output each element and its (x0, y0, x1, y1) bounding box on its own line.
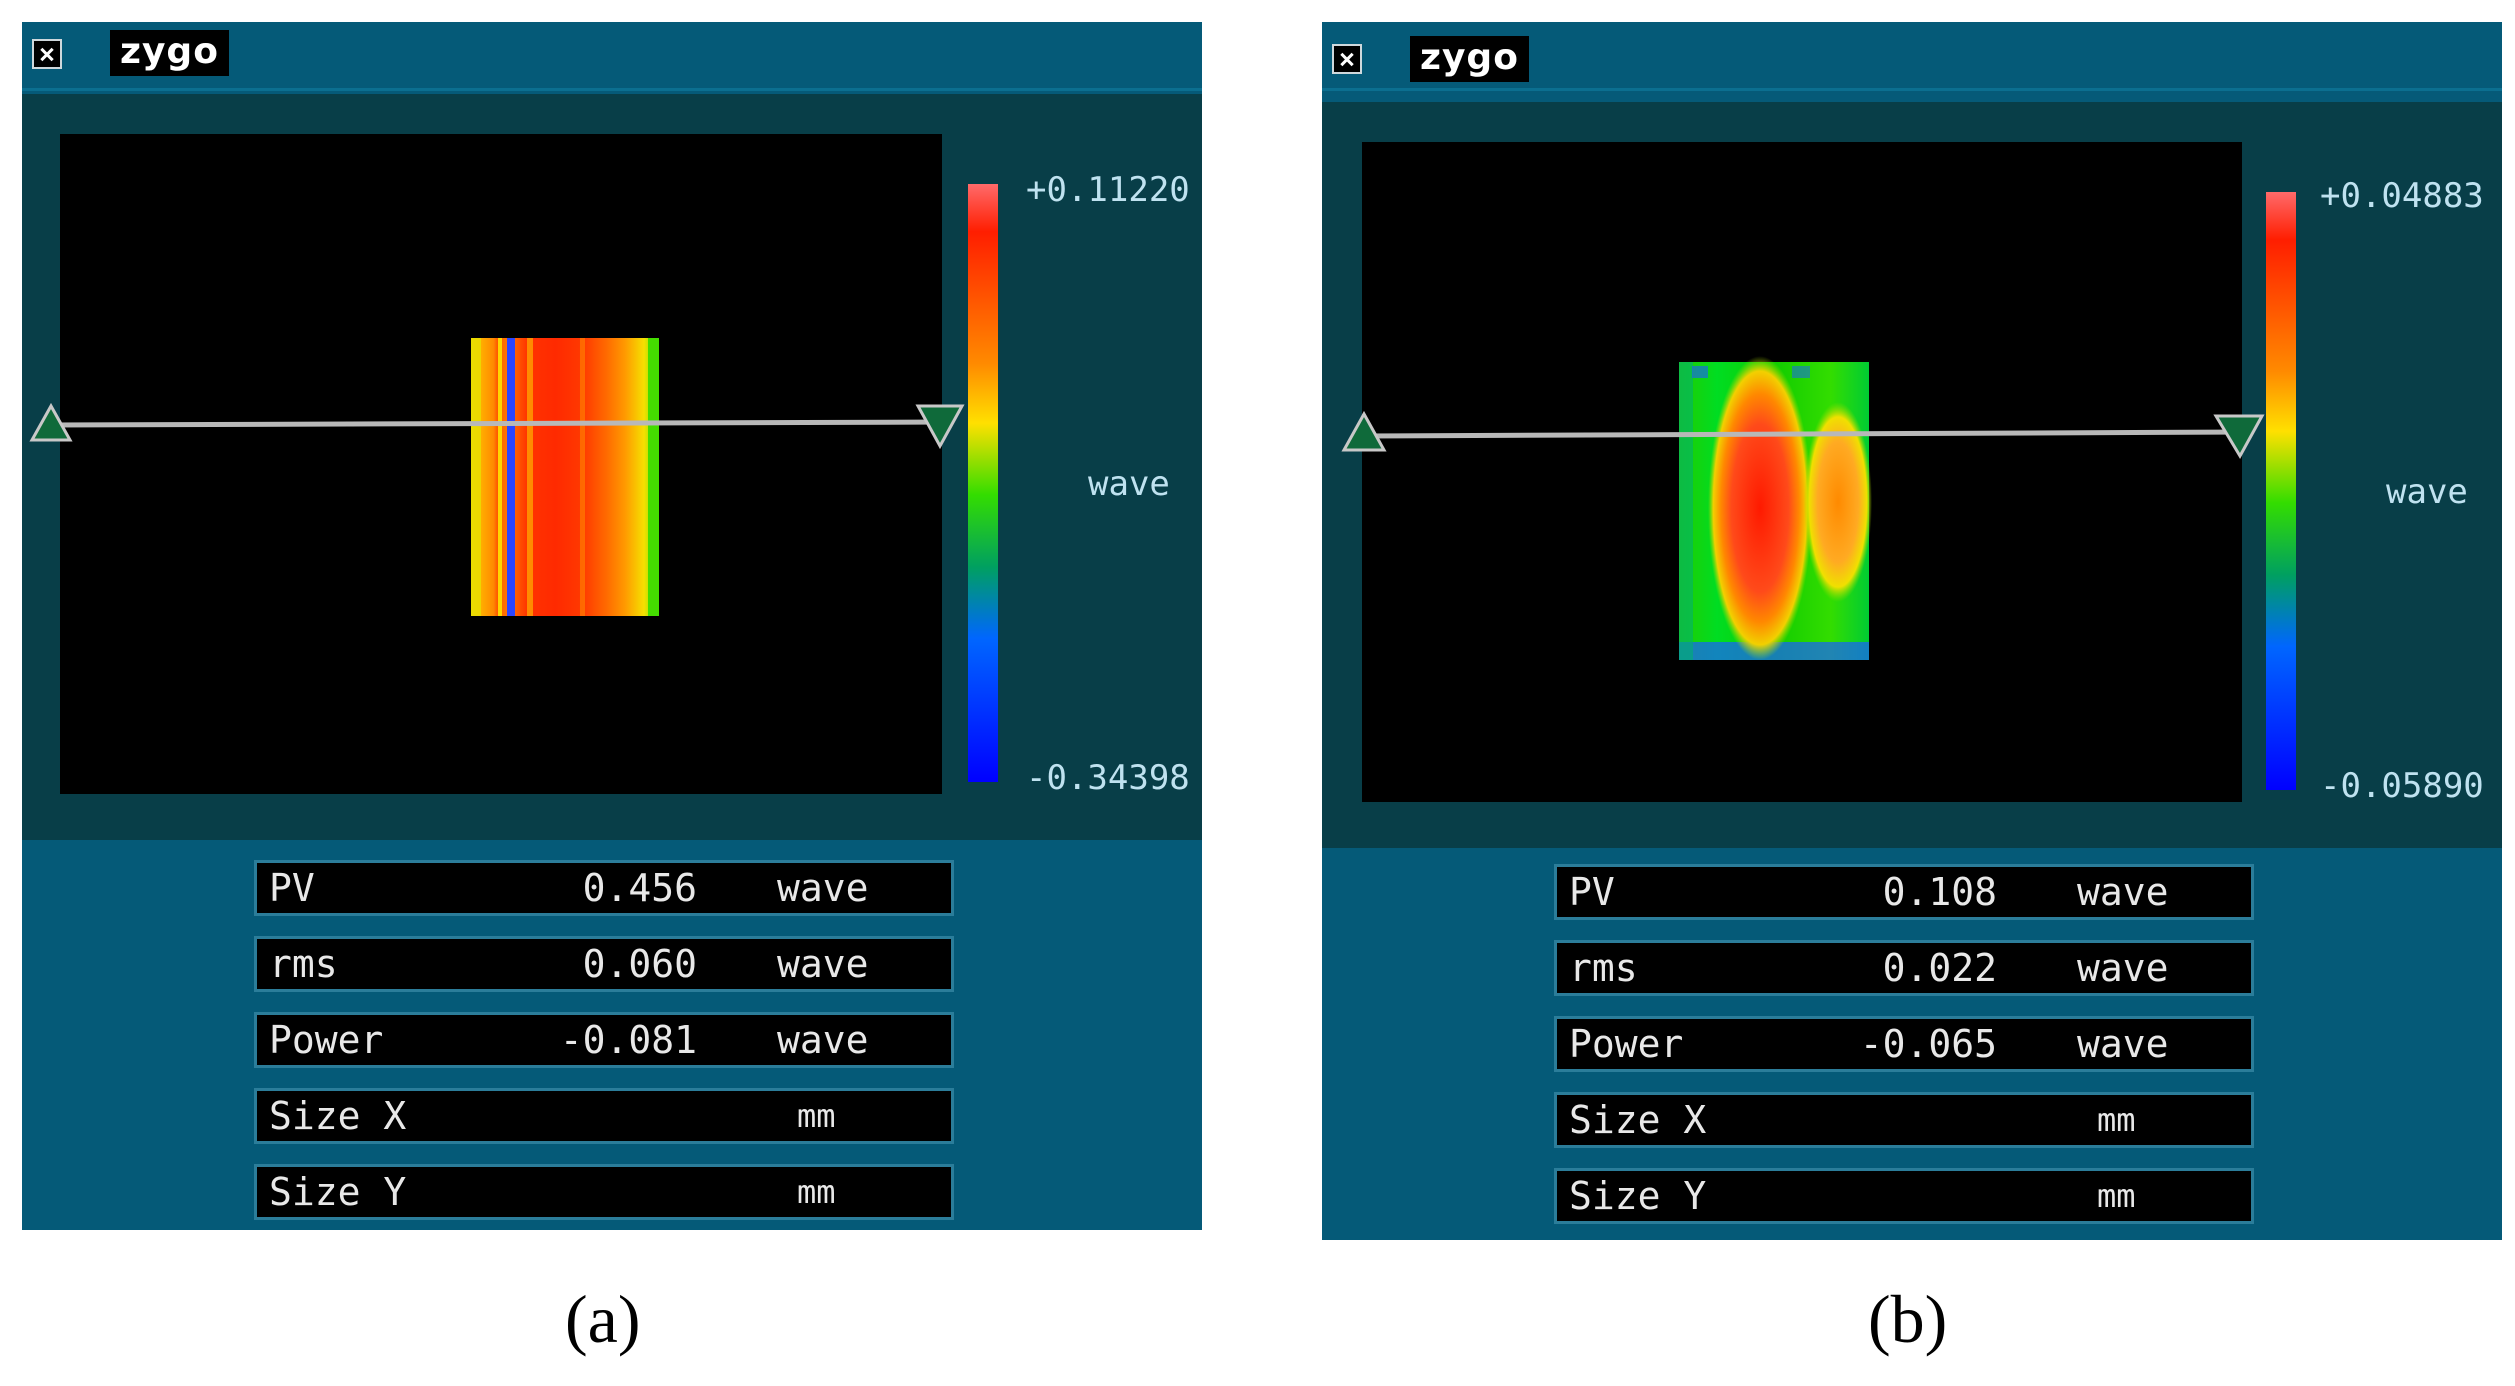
color-scale-bar (968, 184, 998, 782)
left-marker-icon (1341, 410, 1387, 452)
scale-unit-label: wave (2386, 472, 2468, 512)
stat-row-rms: rms 0.022 wave (1554, 940, 2254, 996)
scale-min-label: -0.05890 (2320, 766, 2484, 806)
plot-area: +0.11220 wave -0.34398 (22, 94, 1202, 840)
zygo-logo: zygo (1410, 36, 1529, 82)
surface-map-a (471, 338, 659, 616)
left-marker-icon (29, 402, 73, 442)
title-bar: zygo (1322, 22, 2502, 91)
caption-b: (b) (1868, 1281, 1948, 1357)
profile-line-b (1341, 410, 2265, 460)
right-marker-icon (915, 404, 965, 450)
zygo-window-b: zygo (1322, 22, 2502, 1240)
profile-line-a (29, 402, 965, 450)
color-scale-bar (2266, 192, 2296, 790)
title-bar: zygo (22, 22, 1202, 91)
close-icon[interactable] (32, 39, 62, 69)
zygo-logo: zygo (110, 30, 229, 76)
scale-max-label: +0.04883 (2320, 176, 2484, 216)
scale-min-label: -0.34398 (1026, 758, 1190, 798)
stat-row-power: Power -0.065 wave (1554, 1016, 2254, 1072)
scale-max-label: +0.11220 (1026, 170, 1190, 210)
stat-row-pv: PV 0.108 wave (1554, 864, 2254, 920)
stat-row-pv: PV 0.456 wave (254, 860, 954, 916)
surface-map-viewport (60, 134, 942, 794)
stat-row-rms: rms 0.060 wave (254, 936, 954, 992)
close-icon[interactable] (1332, 44, 1362, 74)
plot-area: +0.04883 wave -0.05890 (1322, 102, 2502, 848)
stat-row-power: Power -0.081 wave (254, 1012, 954, 1068)
scale-unit-label: wave (1088, 464, 1170, 504)
caption-a: (a) (565, 1281, 641, 1357)
zygo-window-a: zygo (22, 22, 1202, 1230)
right-marker-icon (2213, 414, 2265, 460)
